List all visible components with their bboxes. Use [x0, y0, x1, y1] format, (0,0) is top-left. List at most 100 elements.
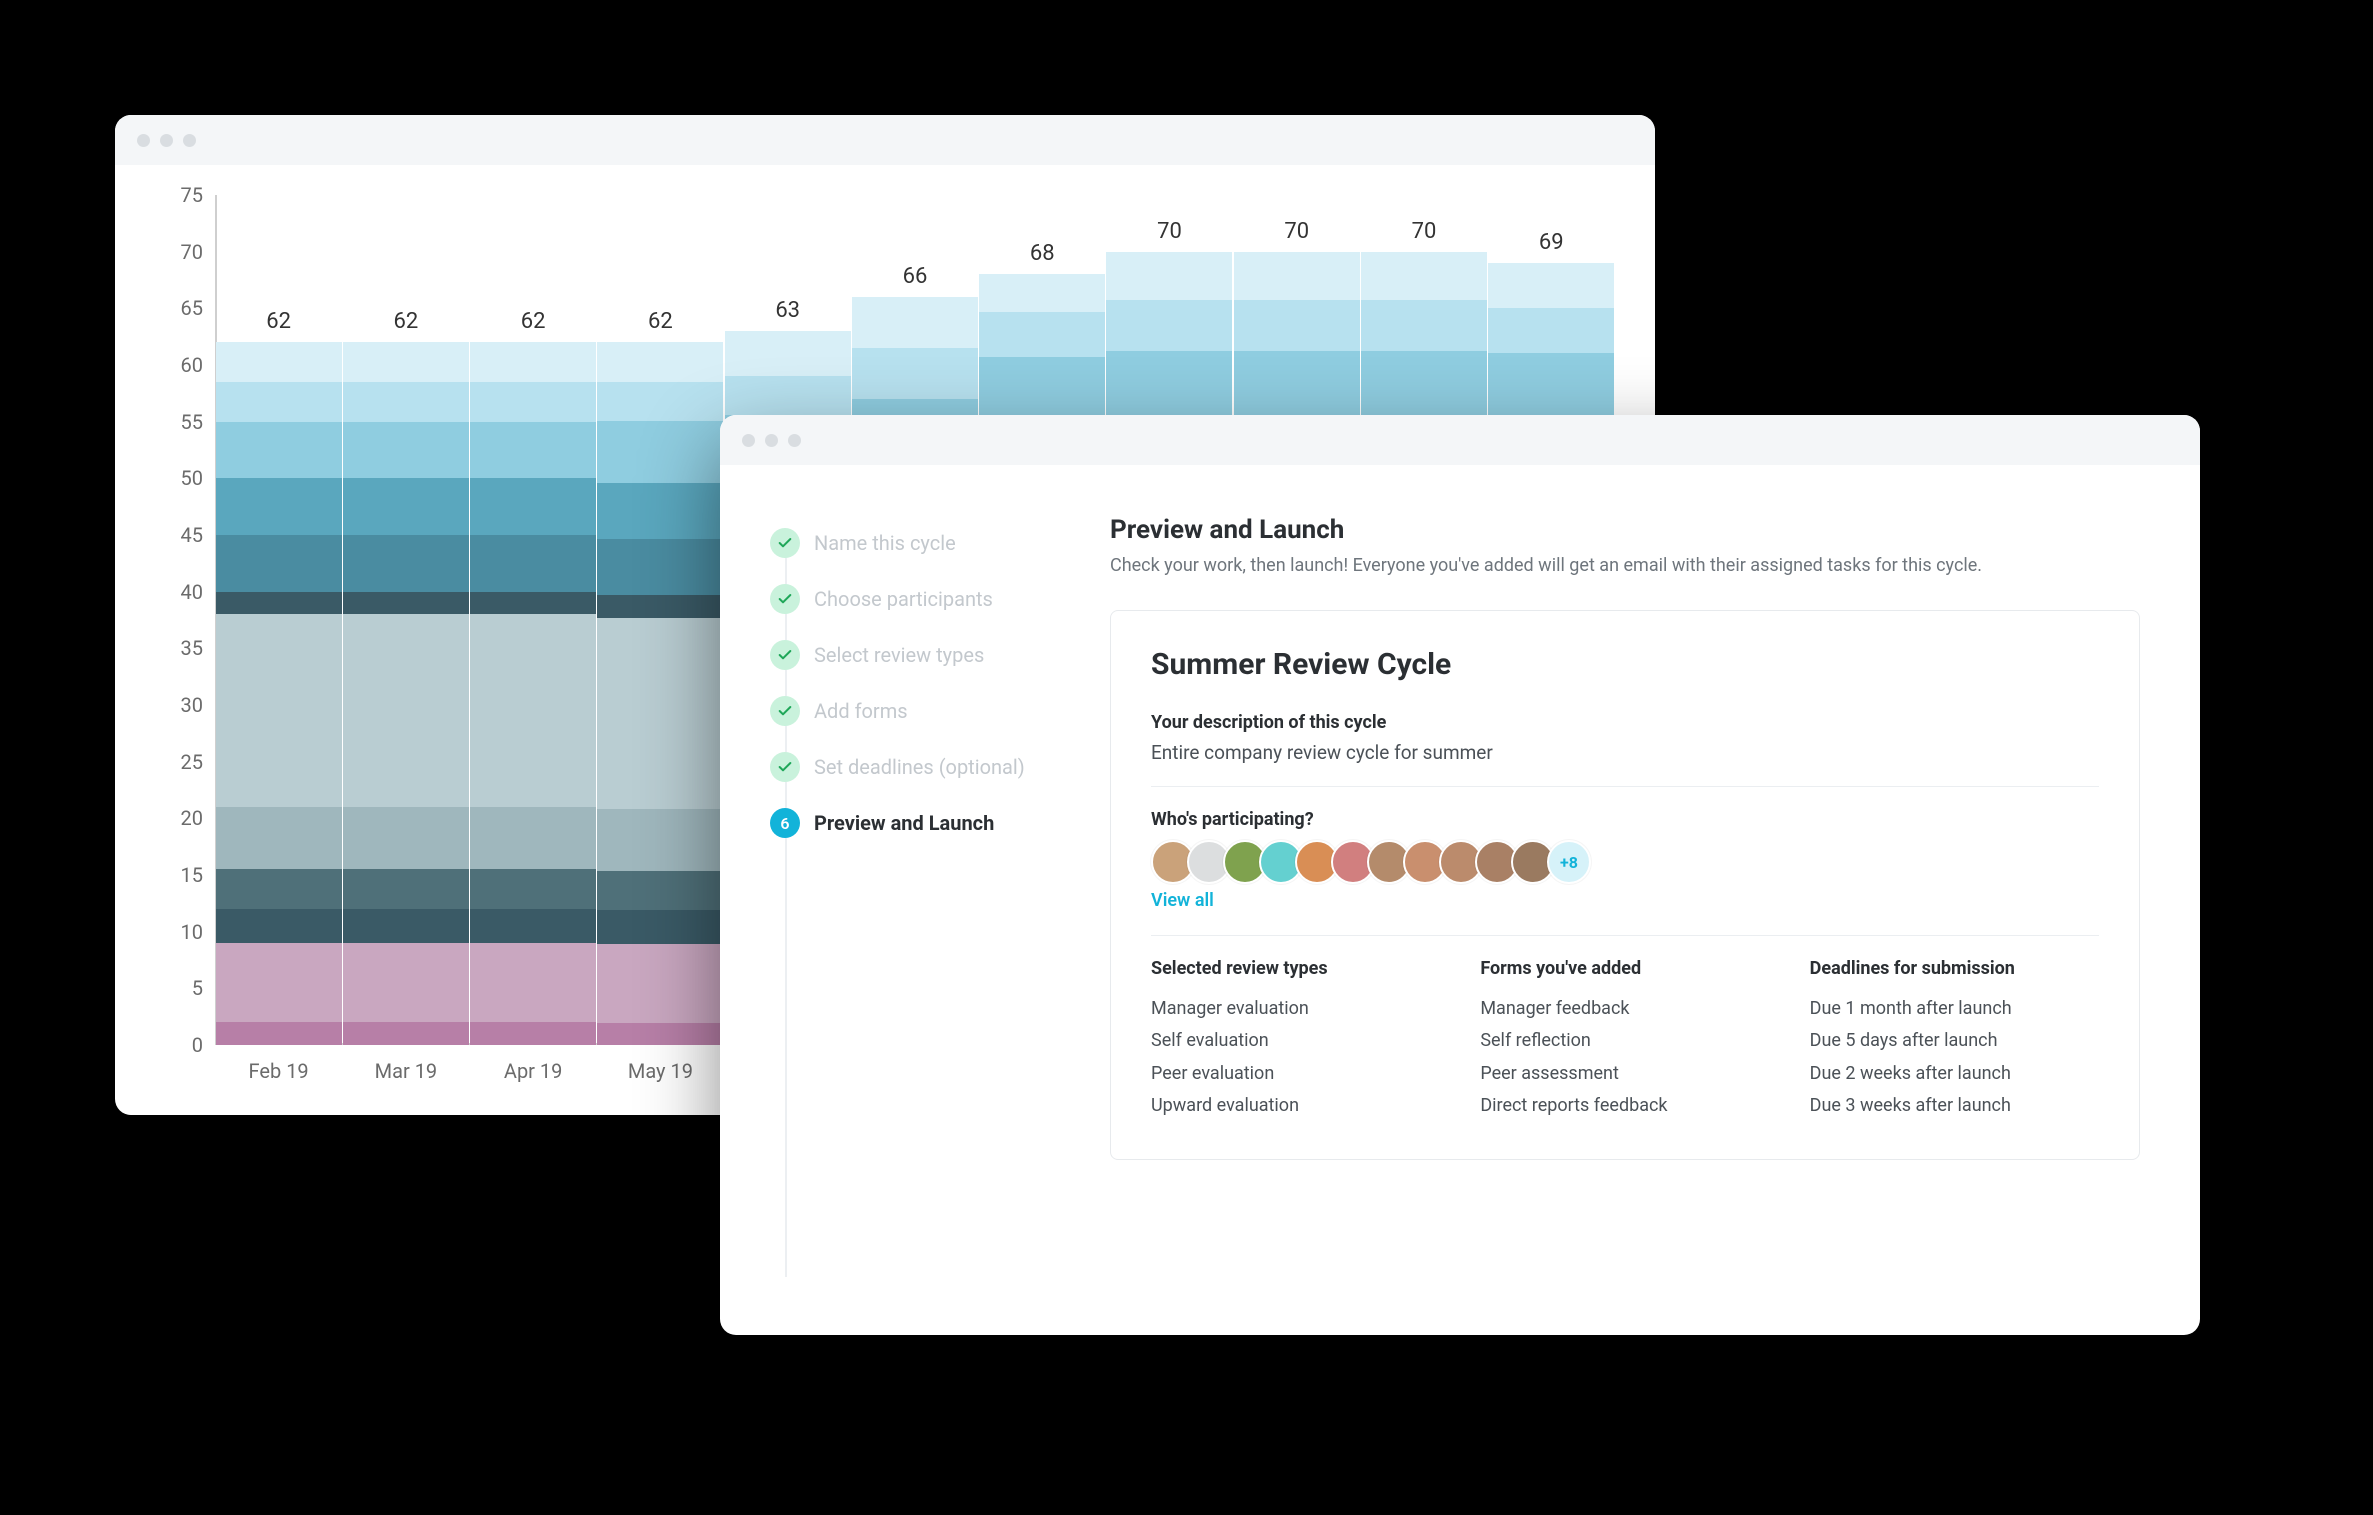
bar-segment: [216, 382, 342, 422]
bar-segment: [343, 478, 469, 535]
bar-segment: [597, 618, 723, 809]
list-item: Peer assessment: [1480, 1058, 1769, 1090]
list-item: Due 1 month after launch: [1810, 993, 2099, 1025]
bar-segment: [597, 382, 723, 421]
bar-segment: [343, 342, 469, 382]
wizard-step[interactable]: Select review types: [770, 627, 1070, 683]
bar-segment: [470, 943, 596, 1022]
x-axis-label: May 19: [597, 1045, 723, 1095]
bar-stack: 62: [216, 342, 342, 1045]
bar-segment: [216, 909, 342, 943]
bar-segment: [597, 421, 723, 483]
bar-value-label: 62: [266, 309, 291, 334]
bar-segment: [1488, 308, 1614, 353]
participant-avatars: +8: [1151, 840, 2099, 884]
list-item: Peer evaluation: [1151, 1058, 1440, 1090]
list-item: Manager feedback: [1480, 993, 1769, 1025]
bar-value-label: 68: [1030, 241, 1055, 266]
bar-segment: [470, 869, 596, 909]
bar-value-label: 62: [394, 309, 419, 334]
bar-segment: [470, 478, 596, 535]
participants-label: Who's participating?: [1151, 809, 2099, 830]
bar-value-label: 62: [648, 309, 673, 334]
y-axis-tick: 5: [192, 976, 203, 1000]
bar-segment: [343, 807, 469, 869]
y-axis-tick: 40: [181, 580, 203, 604]
list-item: Due 5 days after launch: [1810, 1025, 2099, 1057]
wizard-step[interactable]: Set deadlines (optional): [770, 739, 1070, 795]
avatar-overflow-count[interactable]: +8: [1547, 840, 1591, 884]
y-axis-tick: 45: [181, 523, 203, 547]
cycle-name-heading: Summer Review Cycle: [1151, 647, 2099, 682]
y-axis-tick: 65: [181, 296, 203, 320]
wizard-step[interactable]: Add forms: [770, 683, 1070, 739]
wizard-window: Name this cycle Choose participants Select…: [720, 415, 2200, 1335]
y-axis-tick: 25: [181, 750, 203, 774]
check-icon: [770, 640, 800, 670]
wizard-step[interactable]: Choose participants: [770, 571, 1070, 627]
bar-column: 62: [597, 195, 723, 1045]
bar-segment: [597, 1023, 723, 1045]
wizard-step[interactable]: 6 Preview and Launch: [770, 795, 1070, 851]
wizard-body: Name this cycle Choose participants Select…: [720, 465, 2200, 1335]
chart-window-titlebar: [115, 115, 1655, 165]
bar-segment: [597, 944, 723, 1023]
bar-segment: [343, 535, 469, 592]
bar-segment: [216, 614, 342, 807]
divider: [1151, 935, 2099, 936]
preview-card: Summer Review Cycle Your description of …: [1110, 610, 2140, 1160]
column-title: Deadlines for submission: [1810, 958, 2099, 979]
list-item: Direct reports feedback: [1480, 1090, 1769, 1122]
bar-segment: [597, 595, 723, 617]
bar-segment: [725, 331, 851, 376]
bar-segment: [725, 376, 851, 415]
check-icon: [770, 584, 800, 614]
bar-value-label: 70: [1284, 219, 1309, 244]
bar-segment: [343, 422, 469, 479]
column-title: Selected review types: [1151, 958, 1440, 979]
bar-segment: [470, 342, 596, 382]
bar-segment: [1488, 263, 1614, 308]
check-icon: [770, 696, 800, 726]
step-number-icon: 6: [770, 808, 800, 838]
bar-segment: [343, 592, 469, 615]
bar-segment: [597, 871, 723, 910]
wizard-step-label: Preview and Launch: [814, 811, 994, 835]
bar-segment: [470, 422, 596, 479]
bar-segment: [343, 869, 469, 909]
bar-segment: [1361, 300, 1487, 351]
description-text: Entire company review cycle for summer: [1151, 741, 2099, 764]
bar-column: 62: [470, 195, 596, 1045]
bar-segment: [343, 909, 469, 943]
y-axis-tick: 50: [181, 466, 203, 490]
y-axis-tick: 35: [181, 636, 203, 660]
wizard-step-label: Name this cycle: [814, 531, 956, 555]
bar-value-label: 69: [1539, 230, 1564, 255]
bar-segment: [216, 535, 342, 592]
y-axis-tick: 15: [181, 863, 203, 887]
list-item: Due 2 weeks after launch: [1810, 1058, 2099, 1090]
bar-value-label: 70: [1157, 219, 1182, 244]
wizard-step-label: Choose participants: [814, 587, 993, 611]
list-item: Upward evaluation: [1151, 1090, 1440, 1122]
wizard-step[interactable]: Name this cycle: [770, 515, 1070, 571]
bar-segment: [470, 535, 596, 592]
view-all-link[interactable]: View all: [1151, 890, 1214, 911]
bar-segment: [470, 1022, 596, 1045]
y-axis: 051015202530354045505560657075: [155, 195, 215, 1045]
list-item: Self reflection: [1480, 1025, 1769, 1057]
bar-segment: [597, 342, 723, 381]
y-axis-tick: 60: [181, 353, 203, 377]
x-axis-label: Mar 19: [343, 1045, 469, 1095]
bar-column: 62: [216, 195, 342, 1045]
bar-segment: [343, 1022, 469, 1045]
bar-stack: 62: [343, 342, 469, 1045]
wizard-window-titlebar: [720, 415, 2200, 465]
bar-segment: [216, 1022, 342, 1045]
list-item: Self evaluation: [1151, 1025, 1440, 1057]
y-axis-tick: 10: [181, 920, 203, 944]
bar-segment: [597, 910, 723, 944]
divider: [1151, 786, 2099, 787]
check-icon: [770, 752, 800, 782]
description-label: Your description of this cycle: [1151, 712, 2099, 733]
